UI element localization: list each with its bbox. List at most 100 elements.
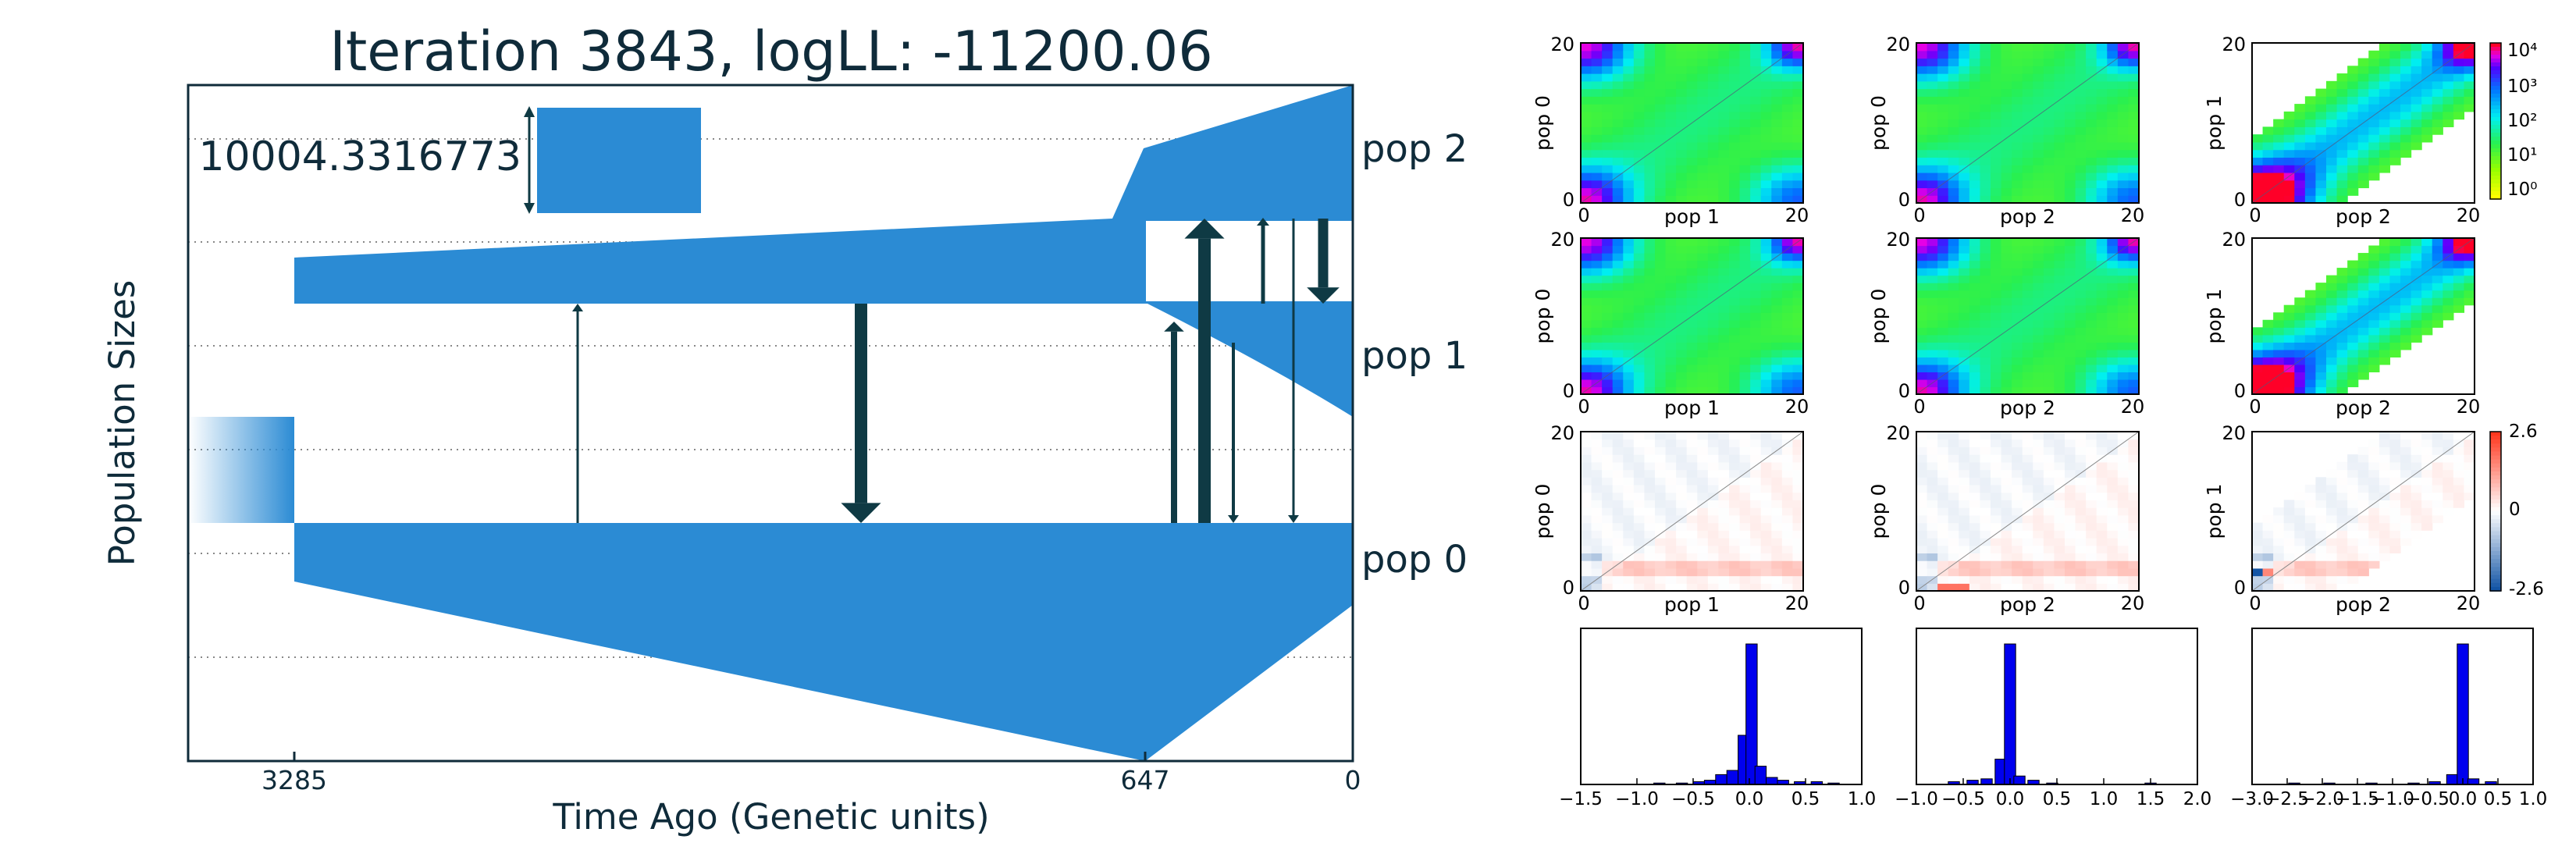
heatmap-cell (2128, 446, 2140, 455)
heatmap-cell (2033, 530, 2044, 539)
heatmap-cell (2001, 530, 2012, 539)
heatmap-cell (1980, 446, 1991, 455)
heatmap-cell (1739, 260, 1751, 269)
heatmap-cell (2464, 80, 2475, 90)
heatmap-cell (1969, 583, 1981, 592)
heatmap-cell (1991, 454, 2002, 463)
heatmap-cell (1781, 88, 1794, 97)
heatmap-cell (1781, 560, 1794, 569)
heatmap-cell (2075, 96, 2087, 105)
heatmap-cell (2273, 545, 2285, 554)
colorbar-cell (2490, 582, 2501, 588)
heatmap-cell (1980, 304, 1991, 313)
y-tick-label: 20 (1886, 34, 1910, 55)
heatmap-cell (1612, 187, 1624, 196)
heatmap-cell (1771, 522, 1783, 531)
heatmap-cell (1959, 312, 1970, 321)
heatmap-cell (1707, 477, 1720, 486)
heatmap-cell (1927, 357, 1938, 365)
heatmap-cell (2357, 334, 2369, 343)
heatmap-cell (2252, 141, 2264, 151)
heatmap-cell (2389, 43, 2401, 52)
heatmap-cell (1655, 439, 1667, 448)
heatmap-cell (2075, 575, 2087, 584)
heatmap-cell (1602, 446, 1614, 455)
heatmap-cell (1581, 312, 1592, 321)
heatmap-cell (2273, 514, 2285, 524)
heatmap-cell (1739, 157, 1751, 165)
heatmap-cell (1792, 469, 1804, 478)
heatmap-cell (1980, 180, 1991, 189)
heatmap-cell (2411, 73, 2422, 82)
heatmap-cell (1707, 111, 1720, 120)
colorbar-cell (2490, 140, 2501, 145)
heatmap-cell (1581, 96, 1592, 105)
x-tick-label: 0 (1913, 205, 1925, 226)
heatmap-cell (1980, 372, 1991, 380)
heatmap-cell (1686, 492, 1698, 501)
heatmap-cell (2128, 492, 2140, 501)
heatmap-cell (1686, 500, 1698, 508)
heatmap-cell (1781, 80, 1794, 90)
x-tick-label: −0.5 (1941, 789, 1985, 809)
heatmap-cell (2022, 58, 2033, 66)
heatmap-cell (2086, 538, 2097, 546)
heatmap-cell (1655, 327, 1667, 336)
heatmap-cell (1959, 530, 1970, 539)
heatmap-cell (2443, 73, 2454, 82)
colorbar-cell (2490, 121, 2501, 126)
heatmap-cell (1750, 492, 1762, 501)
heatmap-cell (2273, 119, 2285, 127)
heatmap-cell (1676, 157, 1688, 165)
heatmap-cell (1991, 500, 2002, 508)
heatmap-cell (2453, 446, 2465, 455)
heatmap-cell (2262, 149, 2274, 158)
heatmap-cell (1707, 560, 1720, 569)
heatmap-cell (1655, 238, 1667, 247)
heatmap-cell (1969, 304, 1981, 313)
heatmap-cell (1718, 500, 1730, 508)
heatmap-cell (1739, 567, 1751, 577)
heatmap-cell (1781, 134, 1794, 143)
heatmap-cell (2107, 180, 2119, 189)
heatmap-cell (1980, 245, 1991, 254)
heatmap-cell (2033, 461, 2044, 471)
heatmap-cell (1937, 461, 1949, 471)
heatmap-cell (2357, 141, 2369, 151)
heatmap-cell (2065, 119, 2076, 127)
heatmap-cell (1729, 297, 1741, 306)
heatmap-cell (1750, 304, 1762, 313)
heatmap-cell (2043, 514, 2055, 524)
x-axis-label: pop 2 (2336, 397, 2391, 419)
heatmap-cell (2107, 187, 2119, 196)
heatmap-cell (1655, 364, 1667, 373)
heatmap-cell (1707, 80, 1720, 90)
heatmap-cell (1729, 545, 1741, 554)
heatmap-cell (1781, 357, 1794, 365)
heatmap-cell (2033, 119, 2044, 127)
heatmap-cell (2315, 575, 2327, 584)
heatmap-cell (1792, 454, 1804, 463)
heatmap-cell (2357, 446, 2369, 455)
heatmap-cell (2096, 446, 2108, 455)
heatmap-cell (1760, 253, 1772, 261)
heatmap-cell (1937, 319, 1949, 328)
heatmap-cell (1591, 454, 1603, 463)
heatmap-cell (2001, 583, 2012, 592)
heatmap-cell (2368, 141, 2380, 151)
heatmap-cell (2336, 507, 2348, 516)
heatmap-cell (1781, 567, 1794, 577)
heatmap-cell (2012, 553, 2023, 561)
panel-frame (1916, 431, 2140, 592)
heatmap-cell (2400, 119, 2412, 127)
heatmap-cell (1739, 290, 1751, 298)
heatmap-cell (1937, 349, 1949, 357)
x-tick-label: −2.5 (2265, 789, 2309, 809)
heatmap-cell (1991, 432, 2002, 440)
heatmap-cell (1676, 567, 1688, 577)
heatmap-cell (1750, 180, 1762, 189)
heatmap-cell (2043, 260, 2055, 269)
heatmap-cell (2128, 439, 2140, 448)
heatmap-cell (1591, 469, 1603, 478)
heatmap-cell (1927, 195, 1938, 204)
